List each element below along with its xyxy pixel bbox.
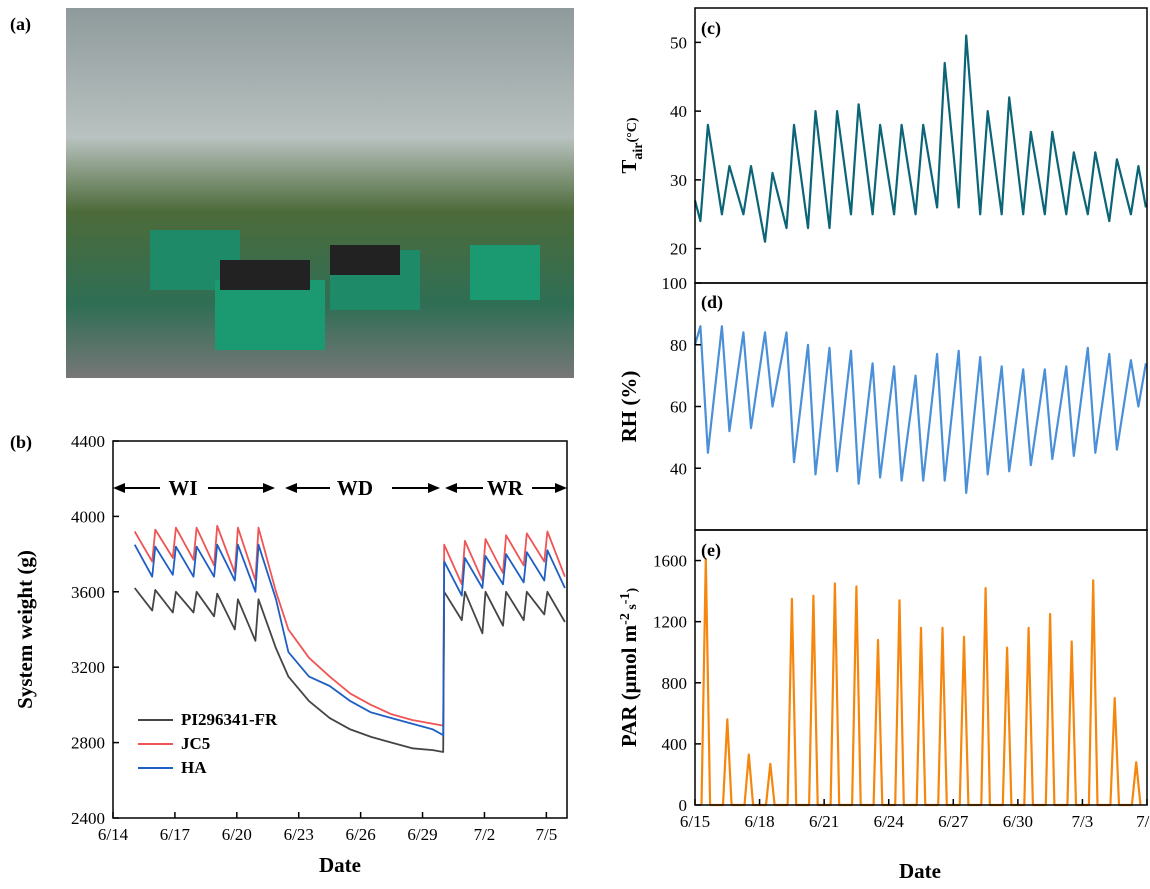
data-line: [133, 587, 566, 753]
arrow-head: [285, 483, 297, 493]
y-axis-title-part: (°C): [625, 117, 640, 142]
pot: [215, 280, 325, 350]
photo: [66, 8, 574, 378]
plot-frame: [694, 529, 1148, 806]
panel-label: (c): [701, 18, 721, 39]
y-tick-label: 1600: [653, 552, 687, 571]
y-axis-title-part: s: [625, 604, 640, 614]
x-tick-label: 6/20: [222, 825, 252, 844]
y-tick-label: 400: [662, 735, 688, 754]
x-tick-label: 7/3: [1072, 812, 1094, 831]
y-tick-label: 60: [670, 398, 687, 417]
data-line: [693, 325, 1147, 494]
panel-label: (b): [10, 432, 32, 453]
y-axis-title-part: -2: [618, 613, 633, 625]
y-axis-title-part: ): [625, 588, 640, 593]
y-tick-label: 0: [679, 796, 688, 815]
legend-label: HA: [181, 758, 207, 777]
x-tick-label: 6/15: [680, 812, 710, 831]
pot: [470, 245, 540, 300]
x-axis-title: Date: [899, 859, 941, 883]
arrow-head: [113, 483, 125, 493]
y-axis-title: Tair(°C): [617, 117, 646, 173]
y-tick-label: 80: [670, 336, 687, 355]
x-tick-label: 7/6: [1136, 812, 1150, 831]
x-tick-label: 6/21: [809, 812, 839, 831]
y-tick-label: 20: [670, 240, 687, 259]
y-tick-label: 40: [670, 459, 687, 478]
y-axis-title: PAR (μmol m-2 s-1): [617, 588, 641, 748]
y-tick-label: 3600: [71, 583, 105, 602]
y-axis-title: System weight (g): [13, 550, 37, 709]
data-line: [700, 557, 1142, 807]
panel-label: (d): [701, 292, 723, 313]
panel-label: (a): [10, 14, 31, 35]
data-line: [133, 543, 566, 736]
x-tick-label: 6/27: [938, 812, 969, 831]
phase-label: WI: [168, 476, 197, 500]
y-tick-label: 40: [670, 102, 687, 121]
pot-bag: [330, 245, 400, 275]
y-tick-label: 2800: [71, 734, 105, 753]
panel-label: (e): [701, 540, 721, 561]
y-axis-title: RH (%): [617, 371, 641, 443]
y-tick-label: 50: [670, 33, 687, 52]
phase-label: WR: [487, 476, 524, 500]
y-tick-label: 100: [662, 274, 688, 293]
y-axis-title-part: air: [631, 142, 646, 159]
y-tick-label: 30: [670, 171, 687, 190]
x-tick-label: 6/23: [284, 825, 314, 844]
arrow-head: [263, 483, 275, 493]
pot-bag: [220, 260, 310, 290]
x-tick-label: 6/17: [160, 825, 191, 844]
legend-label: JC5: [181, 734, 210, 753]
y-axis-title-part: -1: [618, 593, 633, 605]
x-tick-label: 6/24: [874, 812, 905, 831]
y-tick-label: 4400: [71, 432, 105, 451]
x-tick-label: 6/18: [744, 812, 774, 831]
y-tick-label: 4000: [71, 507, 105, 526]
x-tick-label: 7/5: [535, 825, 557, 844]
arrow-head: [428, 483, 440, 493]
phase-label: WD: [337, 476, 373, 500]
y-tick-label: 2400: [71, 809, 105, 828]
x-axis-title: Date: [319, 853, 361, 877]
x-tick-label: 7/2: [474, 825, 496, 844]
y-axis-title-part: T: [617, 160, 641, 174]
x-tick-label: 6/14: [98, 825, 129, 844]
legend-label: PI296341-FR: [181, 710, 278, 729]
y-tick-label: 1200: [653, 613, 687, 632]
data-line: [133, 524, 566, 727]
y-tick-label: 800: [662, 674, 688, 693]
data-line: [693, 34, 1147, 243]
arrow-head: [555, 483, 567, 493]
y-tick-label: 3200: [71, 658, 105, 677]
x-tick-label: 6/26: [346, 825, 376, 844]
x-tick-label: 6/30: [1003, 812, 1033, 831]
x-tick-label: 6/29: [407, 825, 437, 844]
arrow-head: [445, 483, 457, 493]
y-axis-title-part: PAR (μmol m: [617, 624, 641, 747]
plot-frame: [112, 440, 568, 819]
